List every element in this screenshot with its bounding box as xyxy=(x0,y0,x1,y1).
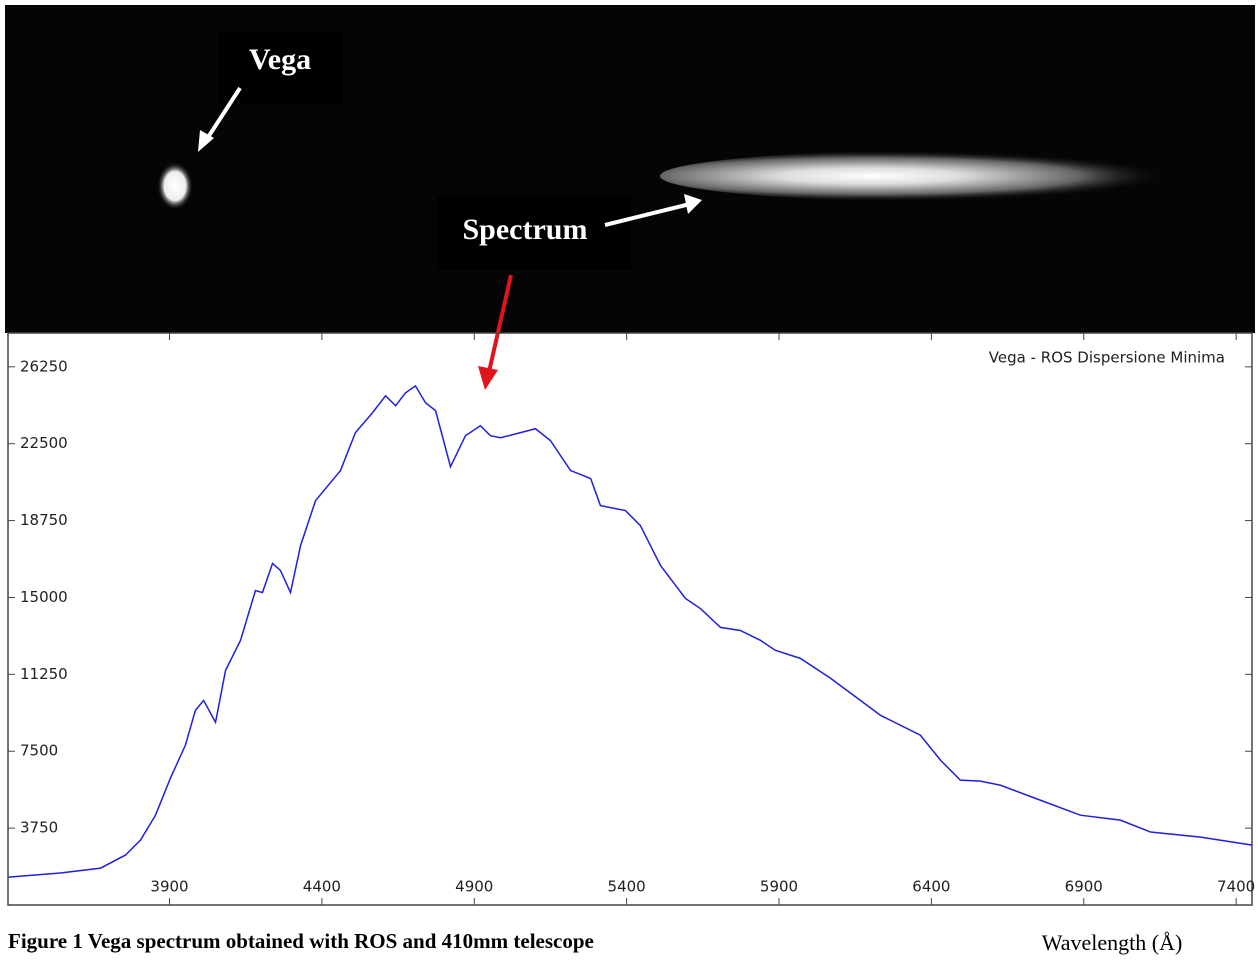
y-tick-label: 15000 xyxy=(20,588,68,606)
y-tick-label: 3750 xyxy=(20,819,58,837)
arrow-head xyxy=(478,366,498,390)
arrow-head xyxy=(684,194,702,214)
x-tick-label: 4900 xyxy=(455,878,493,896)
arrow xyxy=(487,274,513,373)
x-tick-label: 7400 xyxy=(1217,878,1255,896)
x-tick-label: 4400 xyxy=(303,878,341,896)
arrow xyxy=(203,86,242,144)
x-tick-label: 6400 xyxy=(912,878,950,896)
star xyxy=(157,162,193,210)
y-tick-label: 11250 xyxy=(20,665,68,683)
x-axis-label: Wavelength (Å) xyxy=(1042,930,1183,955)
x-tick-label: 3900 xyxy=(150,878,188,896)
y-tick-label: 7500 xyxy=(20,742,58,760)
caption: Figure 1 Vega spectrum obtained with ROS… xyxy=(8,929,594,953)
arrow-head xyxy=(198,130,214,152)
x-tick-label: 6900 xyxy=(1065,878,1103,896)
spectrum-streak xyxy=(660,150,1258,202)
plot-frame xyxy=(7,332,1253,906)
label-box xyxy=(437,196,631,270)
annotation: Spectrum xyxy=(463,213,588,246)
annotation: Vega xyxy=(249,43,311,76)
chart-title: Vega - ROS Dispersione Minima xyxy=(989,349,1225,367)
y-tick-label: 18750 xyxy=(20,511,68,529)
spectrum-line xyxy=(8,384,1253,878)
y-tick-label: 22500 xyxy=(20,434,68,452)
x-tick-label: 5400 xyxy=(608,878,646,896)
x-tick-label: 5900 xyxy=(760,878,798,896)
arrow xyxy=(604,202,691,227)
y-tick-label: 26250 xyxy=(20,357,68,375)
